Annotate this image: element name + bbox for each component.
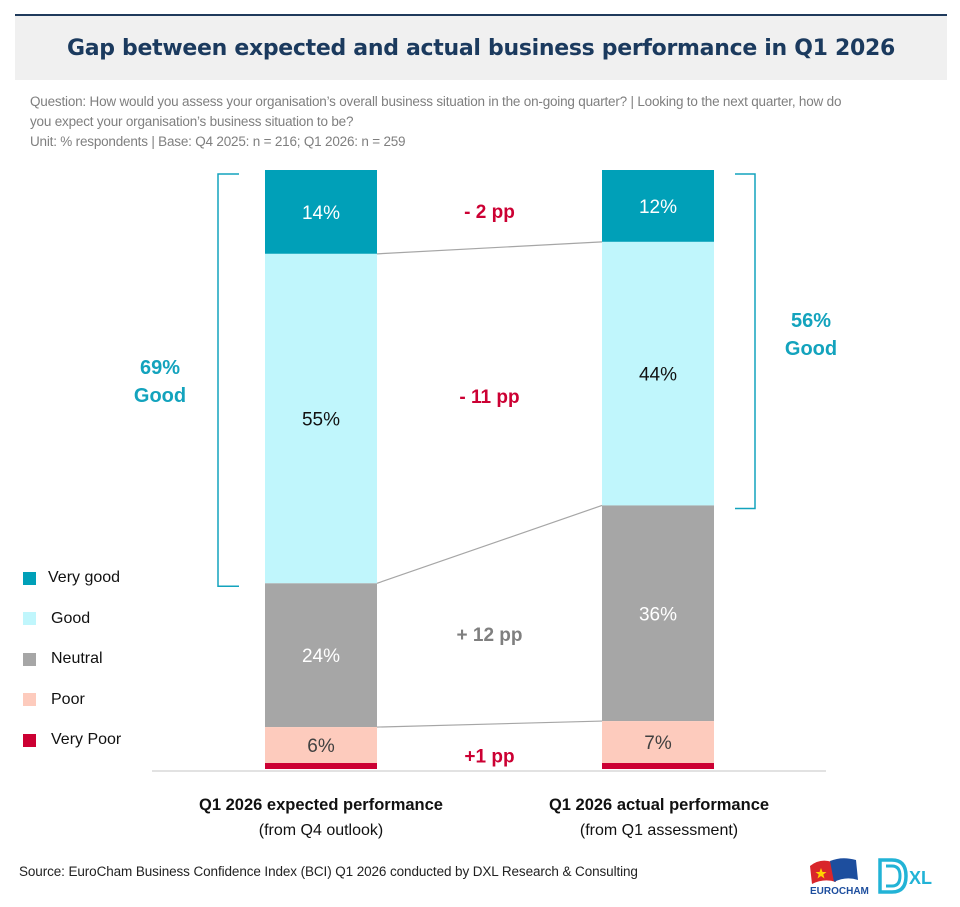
legend-item-poor: Poor [23, 680, 121, 721]
legend-swatch-poor [23, 693, 36, 707]
legend: Very good Good Neutral Poor Very Poor [23, 558, 121, 761]
eurocham-logo: EUROCHAM [810, 858, 869, 897]
bar-segment-poor [602, 721, 714, 764]
title-band: Gap between expected and actual business… [15, 16, 947, 80]
bar-segment-very-good [265, 170, 377, 254]
category-sub-label: (from Q4 outlook) [258, 822, 384, 839]
chart-title: Gap between expected and actual business… [66, 35, 896, 61]
segment-value-label: 36% [639, 604, 677, 625]
bar-segment-very-poor [265, 763, 377, 769]
segment-value-label: 24% [302, 646, 340, 667]
unit-line: Unit: % respondents | Base: Q4 2025: n =… [30, 134, 406, 149]
bracket-value-label: 69% [140, 357, 180, 379]
bar-segment-poor [265, 727, 377, 764]
bar-segment-good [602, 241, 714, 506]
legend-label: Very Poor [51, 731, 122, 749]
chart-subtitle: Question: How would you assess your orga… [30, 92, 945, 152]
segment-value-label: 44% [639, 365, 677, 386]
bar-segment-neutral [602, 505, 714, 722]
segment-value-label: 7% [644, 733, 672, 754]
segment-value-label: 12% [639, 197, 677, 218]
gap-labels: - 2 pp - 11 pp + 12 pp +1 pp [457, 202, 523, 768]
legend-label: Good [51, 609, 91, 627]
bracket-right: 56% Good [735, 173, 837, 510]
bracket-left: 69% Good [134, 173, 239, 588]
bar-segment-very-poor [602, 763, 714, 769]
dxl-logo: XL [878, 858, 932, 894]
legend-label: Poor [51, 690, 85, 708]
title-top-rule [15, 14, 947, 16]
segment-value-label: 55% [302, 410, 340, 431]
bars [265, 170, 714, 769]
bar-segment-neutral [265, 583, 377, 728]
legend-item-very-good: Very good [23, 558, 121, 599]
connector-line [376, 720, 603, 728]
gap-label: - 2 pp [464, 202, 515, 223]
category-label-actual: Q1 2026 actual performance (from Q1 asse… [499, 792, 819, 844]
question-line-1: Question: How would you assess your orga… [30, 94, 842, 109]
bracket-value-label: 56% [791, 310, 831, 332]
legend-swatch-good [23, 612, 36, 626]
question-line-2: you expect your organisation’s business … [30, 114, 354, 129]
segment-labels: 14% 55% 24% 6% 12% 44% 36% 7% [302, 197, 677, 757]
legend-swatch-neutral [23, 652, 36, 666]
logos: EUROCHAM XL [810, 858, 932, 897]
legend-label: Very good [48, 569, 121, 587]
connector-line [376, 504, 603, 584]
legend-item-good: Good [23, 599, 121, 640]
legend-item-very-poor: Very Poor [23, 720, 121, 761]
bracket-line [217, 173, 239, 588]
legend-swatch-very-poor [23, 733, 36, 747]
legend-swatch-very-good [23, 571, 36, 585]
connector-line [376, 241, 603, 255]
eurocham-wordmark: EUROCHAM [810, 886, 869, 897]
bar-segment-good [265, 253, 377, 584]
segment-value-label: 14% [302, 203, 340, 224]
segment-value-label: 6% [307, 736, 335, 757]
dxl-wordmark: XL [909, 868, 932, 888]
brackets: 69% Good 56% Good [134, 173, 837, 588]
legend-label: Neutral [51, 650, 103, 668]
category-main-label: Q1 2026 actual performance [548, 796, 770, 814]
bracket-text-label: Good [134, 385, 186, 407]
gap-label: - 11 pp [459, 387, 519, 408]
gap-label: + 12 pp [457, 625, 523, 646]
source-note: Source: EuroCham Business Confidence Ind… [19, 864, 638, 879]
bracket-line [735, 173, 756, 510]
legend-item-neutral: Neutral [23, 639, 121, 680]
gap-label: +1 pp [464, 747, 514, 768]
bracket-text-label: Good [785, 338, 837, 360]
category-main-label: Q1 2026 expected performance [199, 796, 443, 814]
category-sub-label: (from Q1 assessment) [579, 822, 739, 839]
connector-lines [376, 241, 603, 728]
bar-segment-very-good [602, 170, 714, 242]
category-label-expected: Q1 2026 expected performance (from Q4 ou… [161, 792, 481, 844]
